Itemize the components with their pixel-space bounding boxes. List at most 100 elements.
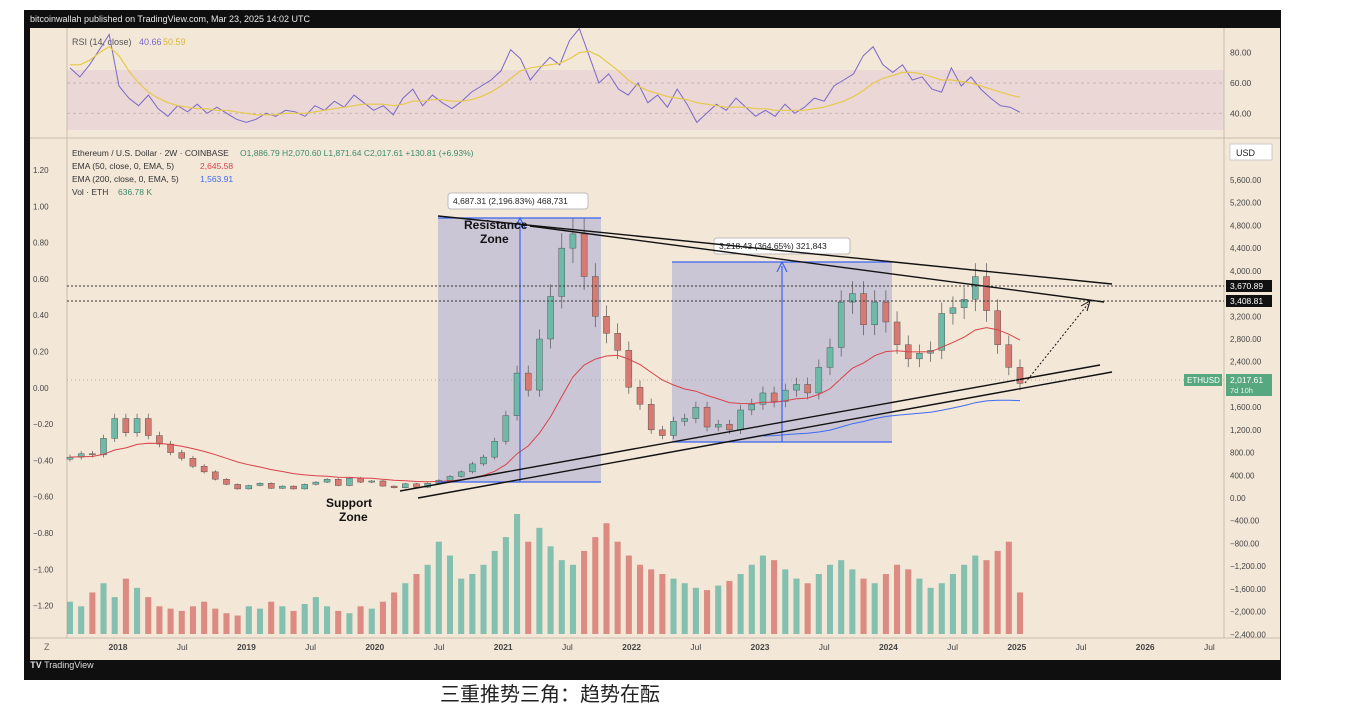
left-tick-label: 0.60	[33, 275, 49, 284]
trading-chart[interactable]: RSI (14, close) 40.66 50.59 80.00 60.00 40…	[30, 28, 1280, 660]
volume-bar	[994, 550, 1001, 634]
candle-body	[647, 404, 655, 431]
volume-bar	[614, 541, 621, 634]
volume-bar	[469, 574, 476, 634]
candle-body	[446, 476, 454, 481]
candle-body	[301, 484, 308, 490]
volume-bar	[715, 585, 722, 634]
measurement-label-2: 3,218.43 (364.65%) 321,843	[719, 241, 827, 251]
left-tick-label: −0.60	[33, 493, 54, 502]
candle-body	[603, 316, 610, 334]
time-tick-label: Jul	[1204, 642, 1215, 652]
volume-bar	[1005, 541, 1012, 634]
volume-bar	[815, 574, 822, 634]
volume-bar	[547, 546, 554, 634]
candle-body	[368, 480, 376, 483]
volume-bar	[737, 574, 744, 634]
volume-bar	[368, 608, 375, 634]
candle-body	[1005, 344, 1013, 368]
rsi-tick-label: 60.00	[1230, 78, 1252, 88]
candle-body	[782, 389, 789, 402]
rsi-axis-ticks: 80.00 60.00 40.00	[67, 48, 1252, 118]
candle-body	[502, 415, 510, 442]
volume-bar	[793, 578, 800, 634]
volume-bar	[413, 574, 420, 634]
left-tick-label: 1.20	[33, 166, 49, 175]
volume-bar	[324, 606, 331, 634]
rsi-tick-label: 80.00	[1230, 48, 1252, 58]
volume-bar	[916, 578, 923, 634]
candle-body	[681, 418, 688, 422]
price-tick-label: 4,000.00	[1230, 267, 1262, 276]
candle-body	[592, 276, 599, 317]
candle-body	[133, 418, 141, 433]
candle-body	[994, 310, 1001, 345]
volume-bar	[223, 613, 230, 634]
measurement-label-box-1	[447, 192, 589, 210]
volume-bar	[178, 610, 185, 634]
tradingview-logo[interactable]: 𝐓𝐕 TradingView	[30, 660, 94, 671]
ema50-line	[69, 327, 1021, 483]
candle-body	[558, 247, 566, 297]
volume-bar	[480, 564, 487, 634]
candle-body	[916, 352, 923, 360]
ema200-legend-label: EMA (200, close, 0, EMA, 5)	[72, 174, 179, 184]
candle-body	[860, 293, 867, 326]
volume-bar	[189, 606, 196, 634]
ema-lines	[69, 327, 1021, 483]
volume-bar	[704, 590, 711, 634]
candle-body	[144, 418, 152, 436]
candle-body	[659, 429, 666, 436]
time-tick-label: Jul	[177, 642, 188, 652]
volume-bar	[145, 597, 152, 634]
volume-bar	[335, 610, 342, 634]
left-tick-label: −0.80	[33, 529, 54, 538]
tradingview-logo-icon: 𝐓𝐕	[30, 660, 45, 670]
candle-body	[457, 471, 465, 477]
candle-body	[793, 384, 800, 391]
svg-text:7d 10h: 7d 10h	[1230, 386, 1253, 395]
volume-bar	[391, 592, 398, 634]
volume-bar	[692, 587, 699, 634]
candle-body	[156, 435, 163, 445]
candle-body	[692, 406, 700, 419]
volume-bar	[871, 583, 878, 634]
volume-bar	[581, 550, 588, 634]
svg-text:2,017.61: 2,017.61	[1230, 375, 1263, 385]
volume-bar	[536, 527, 543, 634]
volume-bar	[882, 574, 889, 634]
volume-bar	[771, 560, 778, 634]
price-tick-label: 4,800.00	[1230, 221, 1262, 230]
volume-bar	[636, 564, 644, 634]
rsi_ma-line	[70, 45, 1021, 116]
time-tick-label: 2020	[365, 642, 384, 652]
price-label-3670: 3,670.89	[1226, 280, 1272, 292]
candle-body	[849, 293, 856, 303]
volume-bar	[759, 555, 766, 634]
time-tick-label: Jul	[947, 642, 958, 652]
volume-bar	[603, 523, 610, 634]
price-legend-symbol: Ethereum / U.S. Dollar · 2W · COINBASE	[72, 148, 229, 158]
price-tick-label: 5,200.00	[1230, 199, 1262, 208]
axis-marker[interactable]: Z	[44, 642, 50, 652]
resistance-zone-label: Resistance	[464, 218, 528, 232]
currency-badge[interactable]	[1229, 143, 1273, 161]
candle-body	[714, 423, 722, 428]
candle-body	[759, 392, 767, 405]
volume-bar	[860, 578, 867, 634]
rsi-line	[69, 28, 1021, 124]
volume-bar	[625, 555, 632, 634]
candle-body	[402, 483, 409, 488]
candle-body	[66, 456, 74, 460]
volume-bar	[111, 597, 118, 634]
candle-body	[949, 307, 957, 314]
measurement-label-1: 4,687.31 (2,196.83%) 468,731	[453, 196, 568, 206]
candle-body	[972, 276, 979, 300]
volume-bars	[66, 514, 1024, 634]
volume-bar	[491, 550, 498, 634]
volume-bar	[961, 564, 968, 634]
price-label-3408: 3,408.81	[1226, 295, 1272, 307]
volume-bar	[502, 537, 509, 634]
volume-bar	[894, 564, 901, 634]
candle-body	[111, 418, 118, 439]
